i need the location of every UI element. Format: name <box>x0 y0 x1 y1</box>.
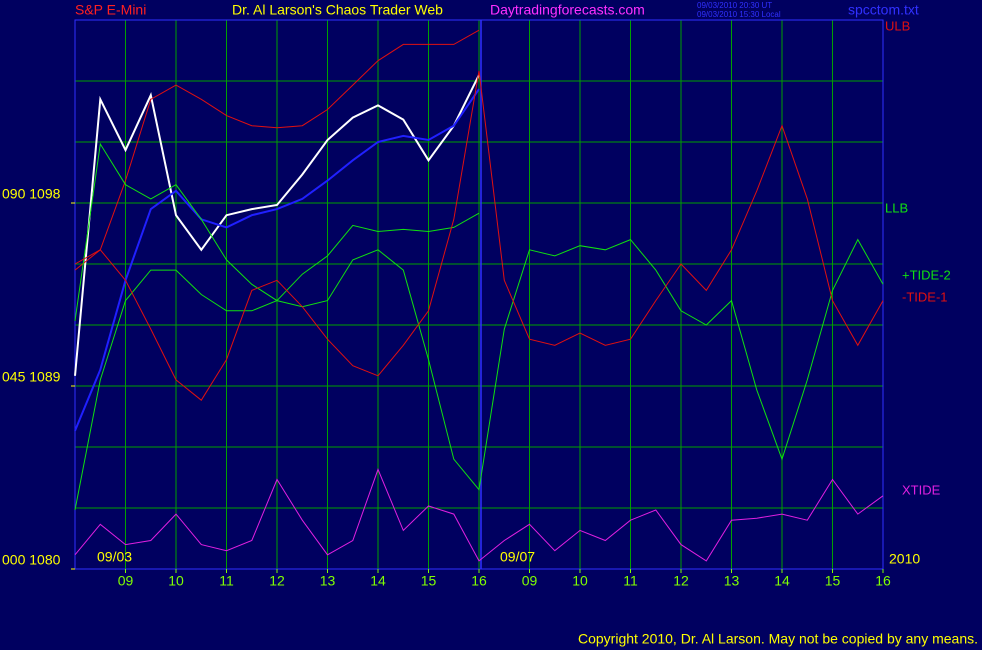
x-tick-label: 12 <box>269 573 285 589</box>
x-tick-label: 13 <box>320 573 336 589</box>
x-tick-label: 16 <box>875 573 891 589</box>
y-tick-label: 000 1080 <box>2 552 61 568</box>
series-line <box>74 468 884 562</box>
y-tick-label: 045 1089 <box>2 369 61 385</box>
timestamp: 09/03/2010 15:30 Local <box>697 10 781 19</box>
x-tick-label: 14 <box>370 573 386 589</box>
x-tick-label: 15 <box>421 573 437 589</box>
series-label: XTIDE <box>902 482 941 497</box>
website: Daytradingforecasts.com <box>490 2 645 18</box>
lines <box>74 29 884 562</box>
series-label: LLB <box>885 200 908 215</box>
chart-title: Dr. Al Larson's Chaos Trader Web <box>232 2 443 18</box>
series-line <box>74 29 480 271</box>
x-tick-label: 11 <box>623 573 638 589</box>
grid <box>74 19 884 570</box>
timestamp: 09/03/2010 20:30 UT <box>697 1 772 10</box>
series-line <box>74 142 884 491</box>
file-name: spcctom.txt <box>848 2 919 18</box>
x-tick-label: 14 <box>774 573 790 589</box>
date-label: 09/03 <box>97 549 132 565</box>
series-line <box>74 88 480 432</box>
x-tick-label: 12 <box>673 573 689 589</box>
x-tick-label: 09 <box>118 573 134 589</box>
series-label: +TIDE-2 <box>902 267 951 282</box>
x-tick-label: 10 <box>168 573 184 589</box>
x-tick-label: 13 <box>724 573 740 589</box>
symbol: S&P E-Mini <box>75 2 146 18</box>
x-tick-label: 15 <box>825 573 841 589</box>
date-label: 09/07 <box>500 549 535 565</box>
series-line <box>74 70 884 401</box>
x-tick-label: 09 <box>522 573 538 589</box>
series-line <box>74 74 480 376</box>
year-label: 2010 <box>889 551 920 567</box>
x-tick-label: 11 <box>219 573 234 589</box>
series-label: -TIDE-1 <box>902 289 948 304</box>
x-tick-label: 10 <box>572 573 588 589</box>
series-label: ULB <box>885 18 910 33</box>
x-tick-label: 16 <box>471 573 487 589</box>
copyright: Copyright 2010, Dr. Al Larson. May not b… <box>578 631 978 647</box>
y-tick-label: 090 1098 <box>2 186 61 202</box>
